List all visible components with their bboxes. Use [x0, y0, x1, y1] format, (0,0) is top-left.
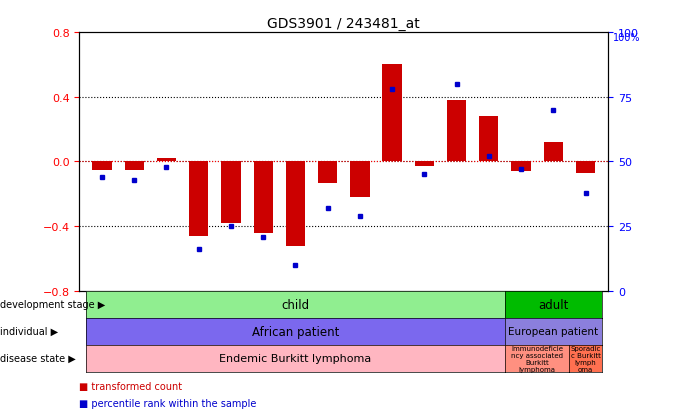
Text: individual ▶: individual ▶ [0, 326, 58, 337]
Text: Sporadic
c Burkitt
lymph
oma: Sporadic c Burkitt lymph oma [570, 345, 600, 372]
Bar [544, 143, 563, 162]
Text: development stage ▶: development stage ▶ [0, 299, 105, 310]
Bar [511, 162, 531, 172]
Text: African patient: African patient [252, 325, 339, 338]
Bar [350, 162, 370, 197]
Bar [576, 162, 595, 173]
Bar [221, 162, 240, 223]
Text: Endemic Burkitt lymphoma: Endemic Burkitt lymphoma [219, 353, 372, 363]
Title: GDS3901 / 243481_at: GDS3901 / 243481_at [267, 17, 420, 31]
Text: ■ percentile rank within the sample: ■ percentile rank within the sample [79, 398, 257, 408]
Bar [318, 162, 337, 183]
Text: 100%: 100% [614, 33, 641, 43]
Bar [382, 65, 401, 162]
Text: disease state ▶: disease state ▶ [0, 353, 76, 363]
Text: ■ transformed count: ■ transformed count [79, 381, 182, 391]
Bar [479, 117, 498, 162]
Bar [93, 162, 112, 170]
Bar [254, 162, 273, 233]
Bar [447, 101, 466, 162]
Bar [286, 162, 305, 246]
Bar [415, 162, 434, 167]
Text: child: child [281, 298, 310, 311]
Bar [124, 162, 144, 170]
Text: adult: adult [538, 298, 569, 311]
Bar [189, 162, 209, 236]
Text: European patient: European patient [508, 326, 598, 337]
Bar [157, 159, 176, 162]
Text: Immunodeficie
ncy associated
Burkitt
lymphoma: Immunodeficie ncy associated Burkitt lym… [511, 345, 563, 372]
